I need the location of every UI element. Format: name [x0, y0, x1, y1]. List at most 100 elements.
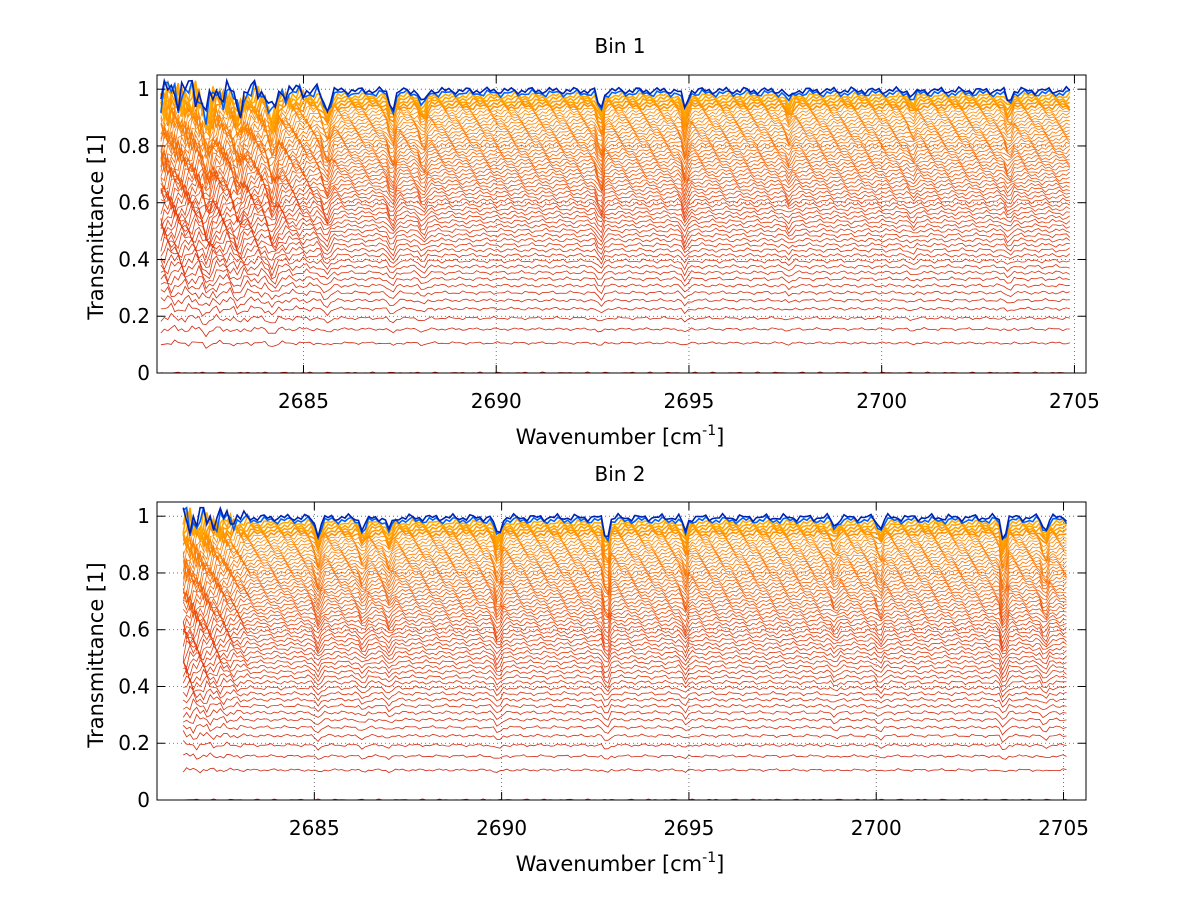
series-line	[160, 271, 1070, 290]
series-line	[160, 136, 1071, 181]
series-line	[182, 526, 1067, 561]
x-axis-label-superscript: -1	[702, 850, 716, 866]
series-line	[160, 183, 1070, 212]
series-line	[182, 698, 1067, 714]
series-line	[160, 173, 1070, 207]
y-tick-label: 0	[137, 788, 150, 812]
y-tick-label: 0.8	[118, 561, 150, 585]
x-axis-label-close: ]	[716, 852, 724, 876]
series-line	[182, 567, 1067, 599]
y-axis-label: Transmittance [1]	[84, 562, 108, 748]
x-tick-label: 2705	[1038, 816, 1089, 840]
x-axis-label-superscript: -1	[702, 423, 716, 439]
plot-series-group	[160, 77, 1071, 374]
series-line	[160, 155, 1070, 190]
series-line	[182, 611, 1067, 639]
series-line	[160, 115, 1070, 159]
series-line	[160, 178, 1070, 212]
series-line	[160, 225, 1071, 253]
series-line	[182, 543, 1067, 580]
series-line	[160, 236, 1070, 260]
x-tick-label: 2690	[471, 389, 522, 413]
series-line	[160, 200, 1070, 236]
series-line	[160, 191, 1070, 224]
series-line	[160, 226, 1071, 255]
series-line	[160, 264, 1070, 285]
series-line	[182, 596, 1067, 625]
series-line	[160, 218, 1070, 250]
series-line	[182, 579, 1067, 609]
series-line	[183, 631, 1067, 653]
series-line	[182, 722, 1067, 736]
series-line	[182, 685, 1067, 703]
series-line	[182, 542, 1067, 574]
x-tick-label: 2695	[663, 816, 714, 840]
y-tick-label: 0.2	[118, 304, 150, 328]
series-line	[182, 538, 1067, 570]
series-line	[182, 643, 1067, 666]
series-line	[182, 667, 1067, 689]
plot-ticks: 2685 2690 2695 2700 2705 0 0.2 0.4 0.6 0.8 1	[118, 75, 1100, 413]
series-line	[182, 586, 1067, 616]
series-line	[182, 740, 1067, 751]
series-line	[182, 713, 1067, 728]
series-line	[182, 691, 1067, 708]
series-line	[182, 505, 1068, 541]
y-axis-label: Transmittance [1]	[84, 134, 108, 320]
series-line	[160, 278, 1070, 295]
y-tick-label: 0.2	[118, 731, 150, 755]
series-line	[160, 102, 1070, 142]
plot-axes-box	[156, 501, 1087, 801]
series-line	[182, 639, 1067, 661]
series-line	[183, 547, 1067, 584]
y-tick-label: 1	[137, 504, 150, 528]
series-line	[182, 516, 1067, 555]
plot-ticks: 2685 2690 2695 2700 2705 0 0.2 0.4 0.6 0.8 1	[118, 502, 1089, 840]
plot-axes-box	[156, 74, 1087, 374]
series-line	[183, 662, 1067, 684]
series-line	[182, 551, 1067, 590]
series-line	[160, 152, 1070, 190]
y-tick-label: 0.4	[118, 247, 150, 271]
series-line	[183, 678, 1067, 698]
series-line	[182, 561, 1067, 595]
series-line	[182, 621, 1067, 651]
series-line	[160, 166, 1070, 201]
series-line	[182, 558, 1067, 593]
series-line	[160, 127, 1071, 164]
series-line	[182, 507, 1068, 551]
series-line	[160, 86, 1071, 136]
y-tick-label: 1	[137, 77, 150, 101]
y-tick-label: 0.4	[118, 674, 150, 698]
series-line	[160, 312, 1070, 326]
series-line	[160, 94, 1071, 137]
series-line	[182, 602, 1067, 629]
series-line	[160, 189, 1070, 221]
series-line	[182, 620, 1067, 649]
series-line	[160, 246, 1071, 271]
series-line	[182, 652, 1067, 676]
series-line	[160, 110, 1070, 159]
x-tick-label: 2700	[856, 389, 907, 413]
series-line	[160, 285, 1070, 302]
series-line	[183, 570, 1067, 603]
series-line	[160, 339, 1070, 349]
plot-title: Bin 1	[594, 34, 645, 58]
series-line	[160, 212, 1071, 242]
series-line	[160, 88, 1071, 134]
series-line	[182, 659, 1067, 680]
x-tick-label: 2685	[278, 389, 329, 413]
series-line	[160, 302, 1070, 317]
y-tick-label: 0.8	[118, 134, 150, 158]
series-line	[182, 618, 1067, 645]
y-tick-label: 0.6	[118, 191, 150, 215]
series-line	[160, 239, 1071, 266]
x-tick-label: 2705	[1049, 389, 1100, 413]
series-line	[160, 252, 1070, 277]
plot-title: Bin 2	[594, 462, 645, 486]
series-line	[182, 632, 1067, 657]
y-tick-label: 0	[137, 361, 150, 385]
series-line	[182, 555, 1067, 590]
